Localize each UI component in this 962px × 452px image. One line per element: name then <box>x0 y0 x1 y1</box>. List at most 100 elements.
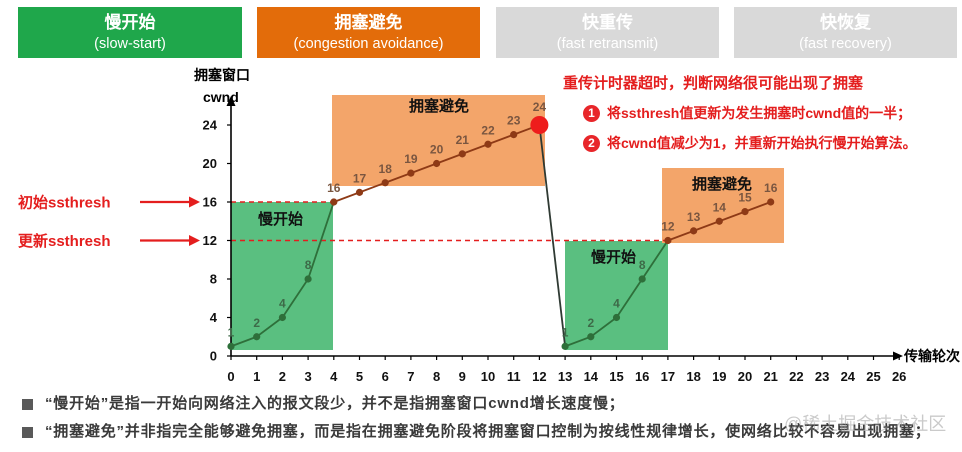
data-point <box>484 140 492 148</box>
data-point <box>664 236 672 245</box>
phase-header-title: 快恢复 <box>820 12 871 32</box>
x-tick-label: 7 <box>407 369 414 384</box>
y-axis-title: 拥塞窗口 <box>194 67 250 83</box>
phase-region-label: 慢开始 <box>591 248 636 266</box>
x-tick-label: 15 <box>609 369 623 384</box>
x-tick-label: 16 <box>635 369 649 384</box>
note-slow-start: “慢开始”是指一开始向网络注入的报文段少，并不是指拥塞窗口cwnd增长速度慢； <box>22 395 625 413</box>
data-label: 16 <box>764 181 778 195</box>
phase-region-label: 拥塞避免 <box>692 175 752 193</box>
y-tick-label: 16 <box>203 195 217 210</box>
annotation-step-2: 2 将cwnd值减少为1，并重新开始执行慢开始算法。 <box>583 134 917 152</box>
data-point <box>715 217 723 225</box>
phase-region <box>231 202 333 350</box>
phase-header-title: 快重传 <box>582 12 633 32</box>
x-tick-label: 18 <box>686 369 700 384</box>
data-label: 16 <box>327 181 341 195</box>
arrow-right-icon <box>189 235 200 246</box>
data-point <box>253 333 261 341</box>
chart-labels: 124816171819202122232412481213141516慢开始拥… <box>228 97 778 339</box>
data-label: 18 <box>379 162 393 176</box>
phase-region <box>332 95 545 186</box>
x-tick-label: 12 <box>532 369 546 384</box>
data-label: 8 <box>305 258 312 272</box>
y-tick-label: 12 <box>203 233 217 248</box>
x-tick-label: 25 <box>866 369 880 384</box>
data-label: 15 <box>738 191 752 205</box>
data-label: 23 <box>507 114 521 128</box>
phase-region <box>565 241 668 350</box>
annotation-headline: 重传计时器超时，判断网络很可能出现了拥塞 <box>563 75 864 92</box>
phase-regions <box>231 95 784 350</box>
phase-header-fast-retransmit: 快重传 (fast retransmit) <box>496 7 719 58</box>
data-point <box>638 275 646 283</box>
x-tick-label: 1 <box>253 369 260 384</box>
x-tick-label: 26 <box>892 369 906 384</box>
timeout-marker <box>530 116 549 134</box>
x-tick-label: 2 <box>279 369 286 384</box>
phase-header-fast-recovery: 快恢复 (fast recovery) <box>734 7 957 58</box>
data-point <box>690 227 698 235</box>
phase-header-subtitle: (congestion avoidance) <box>293 35 444 52</box>
y-tick-label: 0 <box>210 349 217 364</box>
data-label: 19 <box>404 152 418 166</box>
phase-header-subtitle: (slow-start) <box>94 35 166 52</box>
data-point <box>433 159 441 168</box>
y-tick-label: 8 <box>210 272 217 287</box>
phase-header-subtitle: (fast recovery) <box>799 35 892 52</box>
data-label: 14 <box>713 200 727 214</box>
data-point <box>767 198 775 206</box>
x-tick-label: 5 <box>356 369 363 384</box>
y-tick-label: 24 <box>203 118 218 133</box>
note-text: “慢开始”是指一开始向网络注入的报文段少，并不是指拥塞窗口cwnd增长速度慢； <box>45 395 625 412</box>
data-label: 4 <box>279 297 286 311</box>
cwnd-points <box>227 116 775 350</box>
x-tick-label: 22 <box>789 369 803 384</box>
x-axis-arrow-icon <box>893 351 903 361</box>
x-tick-label: 17 <box>661 369 675 384</box>
phase-header-congestion-avoidance: 拥塞避免 (congestion avoidance) <box>257 7 480 58</box>
x-axis-title: 传输轮次 <box>903 348 960 364</box>
data-label: 1 <box>562 325 569 339</box>
x-tick-label: 6 <box>382 369 389 384</box>
series-drop-line <box>538 124 566 347</box>
step-1-badge-icon: 1 <box>583 104 600 122</box>
ssthresh-label: 初始ssthresh <box>18 194 111 212</box>
data-point <box>407 169 415 177</box>
phase-header-slow-start: 慢开始 (slow-start) <box>18 7 242 58</box>
data-point <box>304 275 312 283</box>
data-label: 13 <box>687 210 701 224</box>
x-tick-label: 10 <box>481 369 495 384</box>
phase-header-title: 拥塞避免 <box>334 12 403 32</box>
ssthresh-markers: 初始ssthresh 更新ssthresh <box>18 194 668 250</box>
phase-header-title: 慢开始 <box>104 12 156 32</box>
watermark: @稀土掘金技术社区 <box>784 414 947 434</box>
data-label: 24 <box>533 100 547 114</box>
data-point <box>278 313 286 322</box>
ssthresh-label: 更新ssthresh <box>18 232 111 250</box>
phase-region-label: 拥塞避免 <box>409 97 469 115</box>
x-tick-label: 8 <box>433 369 440 384</box>
step-1-text: 将ssthresh值更新为发生拥塞时cwnd值的一半； <box>607 105 912 121</box>
step-2-text: 将cwnd值减少为1，并重新开始执行慢开始算法。 <box>607 135 917 151</box>
data-label: 21 <box>456 133 470 147</box>
step-2-badge-icon: 2 <box>583 134 600 152</box>
data-point <box>458 150 466 158</box>
x-tick-label: 4 <box>330 369 338 384</box>
data-label: 8 <box>639 258 646 272</box>
annotation-step-1: 1 将ssthresh值更新为发生拥塞时cwnd值的一半； <box>583 104 911 122</box>
note-text: “拥塞避免”并非指完全能够避免拥塞，而是指在拥塞避免阶段将拥塞窗口控制为按线性规… <box>45 423 931 440</box>
x-tick-label: 19 <box>712 369 726 384</box>
data-point <box>587 333 595 341</box>
data-label: 20 <box>430 143 444 157</box>
data-label: 2 <box>253 316 260 330</box>
phase-header-subtitle: (fast retransmit) <box>556 35 659 52</box>
y-tick-label: 4 <box>210 310 218 325</box>
data-point <box>355 188 364 196</box>
y-tick-label: 20 <box>203 156 217 171</box>
square-bullet-icon <box>22 426 33 438</box>
x-tick-label: 20 <box>738 369 752 384</box>
data-point <box>227 342 235 350</box>
data-label: 17 <box>353 171 367 185</box>
